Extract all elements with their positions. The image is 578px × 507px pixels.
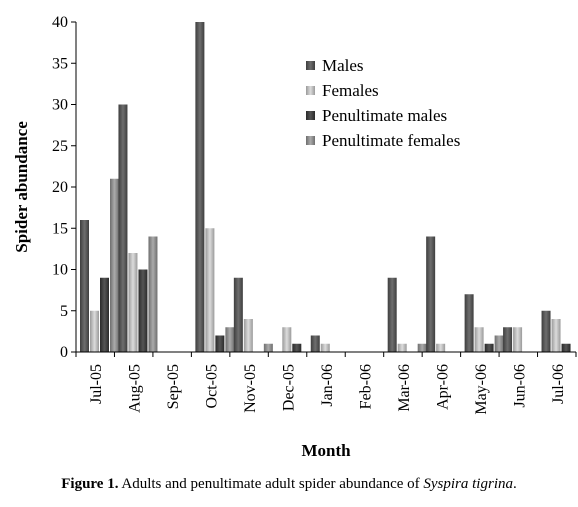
bar-males-jul-06 <box>541 310 551 352</box>
y-tick-label: 40 <box>52 14 68 31</box>
legend-swatch <box>306 61 315 70</box>
y-tick-label: 10 <box>52 262 68 279</box>
bars-layer <box>80 22 571 352</box>
x-tick-label: Jul-05 <box>88 364 105 404</box>
y-tick-label: 35 <box>52 55 68 72</box>
x-axis-label: Month <box>301 441 351 460</box>
legend-swatch <box>306 86 315 95</box>
caption-species: Syspira tigrina <box>423 476 513 492</box>
bar-females-jun-06 <box>513 327 523 352</box>
legend-label: Females <box>322 81 379 100</box>
caption-text-after: . <box>512 476 517 492</box>
caption-text-before: Adults and penultimate adult spider abun… <box>118 476 424 492</box>
y-tick-label: 25 <box>52 138 68 155</box>
bar-males-oct-05 <box>195 22 205 352</box>
bar-males-apr-06 <box>426 236 436 352</box>
bar-males-aug-05 <box>118 104 128 352</box>
bar-females-nov-05 <box>243 319 253 352</box>
y-tick-label: 0 <box>60 344 68 361</box>
bar-females-may-06 <box>474 327 484 352</box>
x-tick-label: Jul-06 <box>550 364 567 404</box>
caption-label: Figure 1. <box>61 476 119 492</box>
bar-penultimate-males-jul-05 <box>100 277 109 352</box>
bar-penultimate-males-jul-06 <box>561 343 571 352</box>
bar-females-jan-06 <box>320 343 330 352</box>
x-tick-label: Feb-06 <box>357 364 374 409</box>
bar-females-dec-05 <box>282 327 292 352</box>
bar-penultimate-females-oct-05 <box>225 327 235 352</box>
x-tick-label: Jun-06 <box>511 364 528 408</box>
legend-label: Penultimate males <box>322 106 447 125</box>
x-tick-label: Jan-06 <box>319 364 336 407</box>
bar-penultimate-males-may-06 <box>484 343 494 352</box>
legend-label: Males <box>322 56 364 75</box>
bar-penultimate-males-oct-05 <box>215 335 225 352</box>
bar-penultimate-males-aug-05 <box>138 269 148 352</box>
x-tick-label: May-06 <box>473 364 490 415</box>
bar-females-mar-06 <box>397 343 407 352</box>
bar-males-jul-05 <box>80 220 89 352</box>
bar-males-jan-06 <box>310 335 320 352</box>
x-tick-label: Dec-05 <box>281 364 298 411</box>
bar-males-may-06 <box>464 294 474 352</box>
legend-label: Penultimate females <box>322 131 460 150</box>
bar-penultimate-females-nov-05 <box>263 343 273 352</box>
bar-females-jul-05 <box>90 310 99 352</box>
bar-females-jul-06 <box>551 319 561 352</box>
bar-males-jun-06 <box>503 327 513 352</box>
y-tick-label: 15 <box>52 220 68 237</box>
x-tick-label: Oct-05 <box>204 364 221 408</box>
bar-penultimate-females-jul-05 <box>110 178 119 352</box>
x-tick-label: Nov-05 <box>242 364 259 413</box>
axes-layer: 0 5 10 15 20 25 30 35 40 Jul-05 Aug-05 Sep-05 Oct-05… <box>52 14 577 415</box>
bar-females-aug-05 <box>128 253 138 352</box>
x-tick-label: Sep-05 <box>165 364 182 409</box>
x-tick-label: Mar-06 <box>396 364 413 412</box>
bar-females-oct-05 <box>205 228 215 352</box>
bar-penultimate-females-aug-05 <box>148 236 158 352</box>
bar-penultimate-females-mar-06 <box>417 343 427 352</box>
bar-penultimate-females-may-06 <box>494 335 504 352</box>
bar-females-apr-06 <box>436 343 446 352</box>
bar-males-nov-05 <box>233 277 243 352</box>
y-tick-label: 30 <box>52 97 68 114</box>
legend: Males Females Penultimate males Penultimate… <box>306 56 460 150</box>
y-axis-label: Spider abundance <box>12 121 31 253</box>
x-tick-label: Aug-05 <box>127 364 144 413</box>
x-tick-label: Apr-06 <box>434 364 451 410</box>
y-tick-label: 5 <box>60 303 68 320</box>
legend-swatch <box>306 111 315 120</box>
bar-penultimate-males-dec-05 <box>292 343 302 352</box>
y-tick-label: 20 <box>52 179 68 196</box>
chart: 0 5 10 15 20 25 30 35 40 Jul-05 Aug-05 Sep-05 Oct-05… <box>12 14 577 460</box>
legend-swatch <box>306 136 315 145</box>
bar-males-mar-06 <box>387 277 397 352</box>
figure-caption: Figure 1. Adults and penultimate adult s… <box>0 476 578 493</box>
